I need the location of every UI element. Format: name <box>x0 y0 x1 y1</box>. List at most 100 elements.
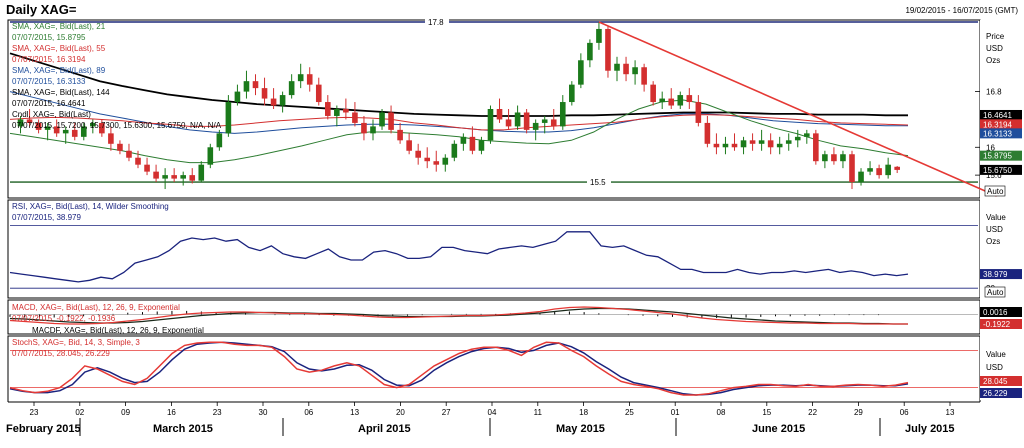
candle-body <box>397 129 403 141</box>
candle-body <box>758 140 765 144</box>
month-label: March 2015 <box>153 423 213 435</box>
price-panel-frame <box>7 19 981 199</box>
candle-body <box>614 63 620 71</box>
candle-body <box>442 157 449 165</box>
macd-legend-line1: MACD, XAG=, Bid(Last), 12, 26, 9, Expone… <box>12 303 180 312</box>
price-tick-label: 15.6 <box>986 171 1002 180</box>
candle-body <box>252 81 259 89</box>
candle-body <box>641 67 647 85</box>
candle-body <box>35 122 42 130</box>
candle-body <box>623 63 629 75</box>
sma144-line <box>9 52 908 117</box>
level-label-bg <box>425 16 449 26</box>
x-tick-label: 22 <box>808 408 817 417</box>
chart-title: Daily XAG= <box>6 2 77 17</box>
candle-body <box>315 84 322 103</box>
price-ticks: 16.8 16 15.6 <box>986 88 1002 181</box>
rsi-line <box>9 231 909 283</box>
rsi-auto-label: Auto <box>987 288 1004 297</box>
candle-body <box>180 175 186 179</box>
candle-body <box>740 140 747 148</box>
candle-body <box>26 119 33 123</box>
candle-body <box>496 109 503 120</box>
candle-body <box>885 164 891 176</box>
candle-body <box>460 136 467 144</box>
macd-plot <box>9 306 978 325</box>
candle-body <box>749 140 756 144</box>
candle-body <box>370 126 376 134</box>
stoch-k-line <box>9 341 909 396</box>
candle-body <box>216 133 223 148</box>
candle-body <box>379 112 385 127</box>
candle-body <box>198 164 205 181</box>
x-tick-label: 04 <box>488 408 497 417</box>
candle-body <box>767 140 774 148</box>
candle-body <box>550 119 557 127</box>
candle-body <box>813 133 819 162</box>
x-tick-label: 29 <box>854 408 863 417</box>
candle-body <box>108 133 114 144</box>
candle-body <box>587 42 593 61</box>
x-tick-label: 02 <box>75 408 84 417</box>
stoch-legend-line1: StochS, XAG=, Bid, 14, 3, Simple, 3 <box>12 338 140 347</box>
candle-body <box>849 154 855 183</box>
price-auto-button[interactable] <box>984 185 1006 197</box>
candle-body <box>361 122 367 134</box>
candle-body <box>569 84 575 103</box>
candle-body <box>532 122 539 130</box>
rsi-auto-button[interactable] <box>984 286 1006 298</box>
candle-body <box>822 154 828 162</box>
legend-candle-line2: 07/07/2015, 15.7200, 15.7300, 15.6300, 1… <box>12 121 222 130</box>
candle-body <box>17 119 24 127</box>
candle-body <box>53 126 60 134</box>
candle-body <box>514 112 521 127</box>
price-axis-title-2: USD <box>986 44 1003 53</box>
candle-body <box>270 98 277 106</box>
stoch-legend-line2: 07/07/2015, 28.045, 26.229 <box>12 349 110 358</box>
candle-body <box>306 74 313 85</box>
macd-value-tag-1 <box>980 307 1022 317</box>
candle-body <box>415 150 421 158</box>
month-label: June 2015 <box>752 423 805 435</box>
month-label: July 2015 <box>905 423 955 435</box>
value-tag-sma21-text: 15.8795 <box>983 152 1012 161</box>
stoch-value-tag-1 <box>980 376 1022 386</box>
price-legend: SMA, XAG=, Bid(Last), 21 07/07/2015, 15.… <box>12 22 222 130</box>
candle-body <box>686 95 693 103</box>
candle-body <box>207 147 214 165</box>
price-axis-title-3: Ozs <box>986 56 1000 65</box>
price-tick-label: 16.8 <box>986 88 1002 97</box>
candle-body <box>80 126 87 137</box>
x-tick-label: 08 <box>717 408 726 417</box>
rsi-value-tag <box>980 269 1022 280</box>
rsi-legend-line1: RSI, XAG=, Bid(Last), 14, Wilder Smoothi… <box>12 202 169 211</box>
x-tick-label: 13 <box>350 408 359 417</box>
rsi-axis-title-3: Ozs <box>986 237 1000 246</box>
candle-body <box>605 28 611 71</box>
price-plot <box>9 21 997 197</box>
candle-body <box>695 102 702 123</box>
x-tick-label: 23 <box>30 408 39 417</box>
candle-body <box>352 112 358 123</box>
candle-body <box>523 112 530 130</box>
candle-body <box>831 154 837 162</box>
value-tag-sma55-text: 16.3194 <box>983 120 1012 129</box>
header-bar <box>0 0 1024 18</box>
value-tag-sma144-text: 16.4641 <box>983 111 1012 120</box>
candle-body <box>325 102 331 116</box>
x-tick-label: 13 <box>946 408 955 417</box>
x-tick-label: 15 <box>762 408 771 417</box>
stoch-d-line <box>9 341 909 396</box>
stoch-value-tag-2 <box>980 388 1022 398</box>
macd-value-tag-1-text: 0.0016 <box>983 308 1008 317</box>
sma21-line <box>9 99 909 164</box>
candle-body <box>505 119 512 127</box>
candle-body <box>487 109 494 141</box>
candle-body <box>433 161 440 165</box>
candle-body <box>62 129 69 134</box>
candle-body <box>144 164 150 172</box>
legend-sma55-line1: SMA, XAG=, Bid(Last), 55 <box>12 44 106 53</box>
legend-sma55-line2: 07/07/2015, 16.3194 <box>12 55 86 64</box>
